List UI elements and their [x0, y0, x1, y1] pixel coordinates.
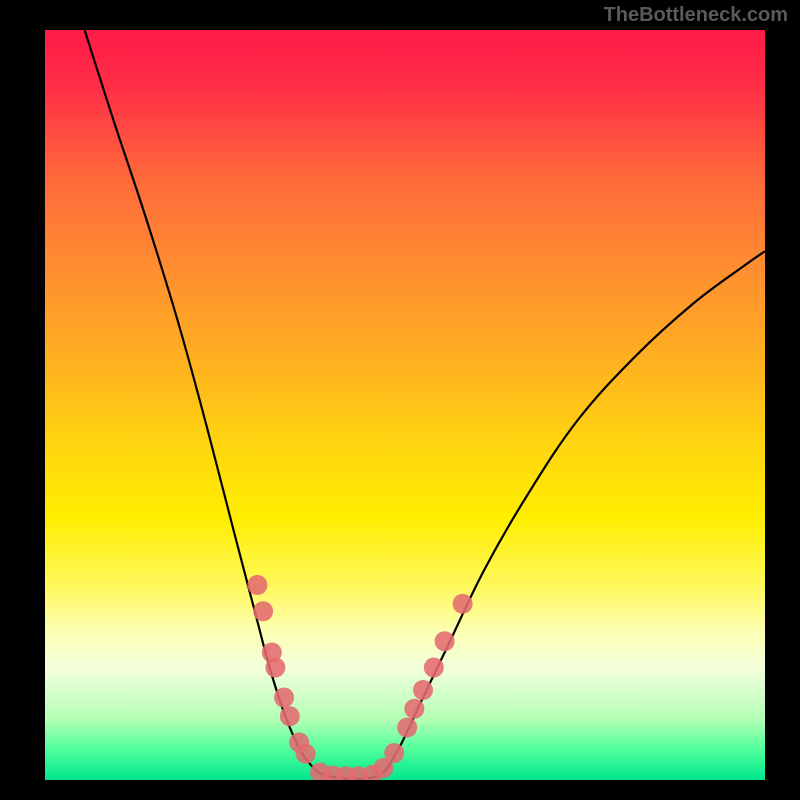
data-marker — [253, 601, 273, 621]
data-marker — [296, 744, 316, 764]
data-marker — [265, 658, 285, 678]
data-marker — [404, 699, 424, 719]
data-marker — [453, 594, 473, 614]
data-marker — [274, 688, 294, 708]
data-marker — [280, 706, 300, 726]
watermark-text: TheBottleneck.com — [604, 4, 788, 27]
data-marker — [435, 631, 455, 651]
chart-svg — [0, 0, 800, 800]
data-marker — [247, 575, 267, 595]
data-marker — [384, 743, 404, 763]
data-marker — [397, 718, 417, 738]
data-marker — [413, 680, 433, 700]
data-marker — [424, 658, 444, 678]
